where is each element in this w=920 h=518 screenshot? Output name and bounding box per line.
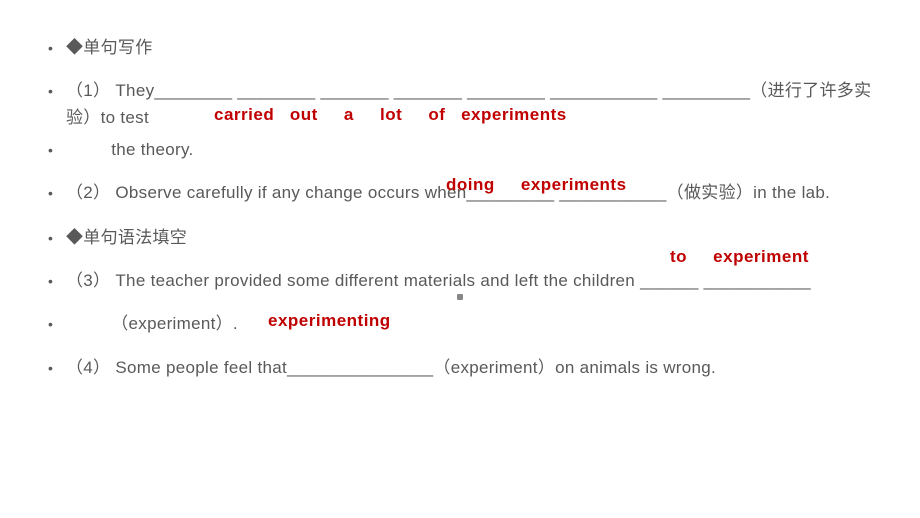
bullet-icon: •	[48, 34, 66, 59]
line-q1b: • the theory.	[48, 136, 872, 163]
bullet-icon: •	[48, 136, 66, 161]
text-q3b: （experiment）.	[66, 310, 872, 337]
answer-2: doing experiments	[446, 171, 627, 198]
answer-1: carried out a lot of experiments	[214, 101, 567, 128]
text-heading-1: ◆单句写作	[66, 34, 872, 61]
line-q4: • （4） Some people feel that_____________…	[48, 354, 872, 381]
line-q3b: • （experiment）. experimenting	[48, 310, 872, 337]
text-q4: （4） Some people feel that_______________…	[66, 354, 872, 381]
answer-4: experimenting	[268, 307, 391, 334]
bullet-icon: •	[48, 267, 66, 292]
line-q2: • （2） Observe carefully if any change oc…	[48, 179, 872, 206]
bullet-icon: •	[48, 310, 66, 335]
bullet-icon: •	[48, 224, 66, 249]
slide-content: • ◆单句写作 • （1） They________ ________ ____…	[0, 0, 920, 381]
bullet-icon: •	[48, 354, 66, 379]
text-q3: （3） The teacher provided some different …	[66, 267, 872, 294]
text-q1b: the theory.	[66, 136, 872, 163]
line-heading-2: • ◆单句语法填空 to experiment	[48, 224, 872, 251]
bullet-icon: •	[48, 77, 66, 102]
line-heading-1: • ◆单句写作	[48, 34, 872, 61]
line-q1: • （1） They________ ________ _______ ____…	[48, 77, 872, 131]
line-q3: • （3） The teacher provided some differen…	[48, 267, 872, 294]
answer-3: to experiment	[670, 243, 809, 270]
center-marker-icon	[457, 294, 463, 300]
bullet-icon: •	[48, 179, 66, 204]
